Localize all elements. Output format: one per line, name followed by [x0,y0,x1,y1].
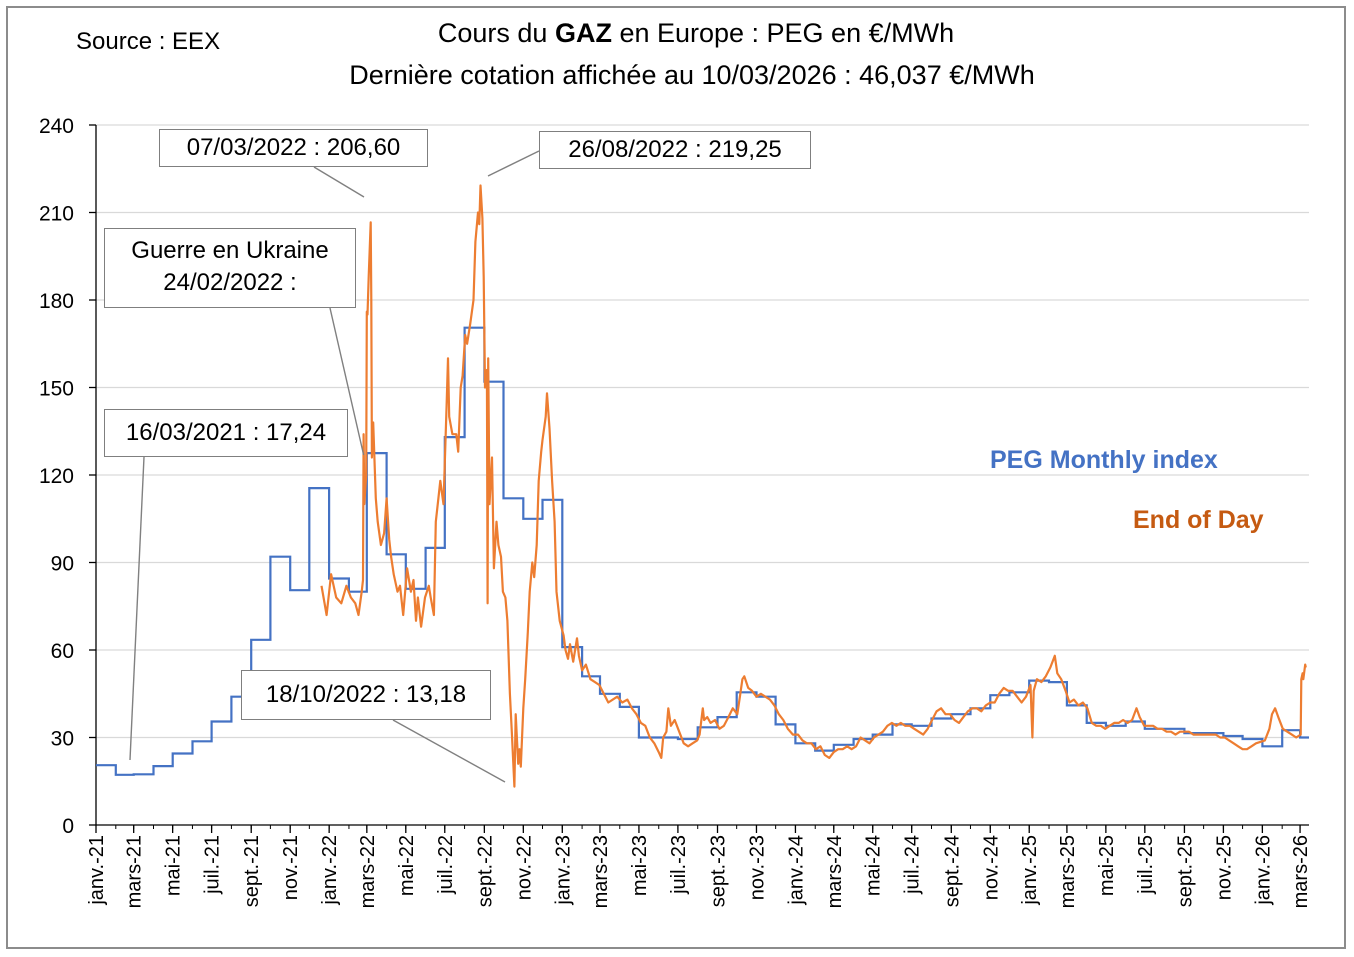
annotation-ukraine-war: Guerre en Ukraine 24/02/2022 : [104,228,356,308]
annotation-ukraine-line1: Guerre en Ukraine [131,237,329,264]
x-tick-label: sept.-24 [941,835,963,907]
y-tick-label: 30 [51,728,74,751]
x-tick-label: sept.-22 [474,835,496,907]
x-tick-label: juil.-25 [1135,835,1157,895]
annotation-march-2021: 16/03/2021 : 17,24 [104,409,348,457]
x-tick-label: nov.-24 [980,835,1002,900]
legend-monthly: PEG Monthly index [990,446,1218,474]
title-suffix: en Europe : PEG en €/MWh [611,18,955,48]
annotation-october-2022: 18/10/2022 : 13,18 [241,670,491,720]
y-axis: 0 30 60 90 120 150 180 210 240 [39,115,97,838]
x-tick-label: juil.-21 [202,835,224,895]
x-tick-label: nov.-23 [746,835,768,900]
annotation-leader [313,166,365,198]
y-tick-label: 120 [39,465,74,488]
chart-title: Cours du GAZ en Europe : PEG en €/MWh [0,18,1354,49]
annotation-peak-august-2022: 26/08/2022 : 219,25 [539,131,811,169]
annotation-leader [329,307,365,456]
x-tick-label: nov.-21 [280,835,302,900]
y-tick-label: 60 [51,640,74,663]
annotation-peak-march-2022: 07/03/2022 : 206,60 [159,129,428,167]
x-tick-label: mai-25 [1096,835,1118,896]
x-tick-label: mai-24 [863,835,885,896]
x-tick-label: mars-23 [590,835,612,908]
x-tick-label: janv.-25 [1019,835,1041,906]
x-tick-label: janv.-23 [552,835,574,906]
y-tick-label: 210 [39,203,74,226]
annotation-leader [392,719,506,783]
annotation-leader [487,150,540,177]
x-tick-label: janv.-21 [86,835,108,906]
y-tick-label: 150 [39,378,74,401]
x-tick-label: janv.-26 [1252,835,1274,906]
y-tick-label: 240 [39,115,74,138]
x-tick-label: mai-21 [163,835,185,896]
annotation-ukraine-line2: 24/02/2022 : [163,269,297,296]
x-tick-label: mars-21 [124,835,146,908]
y-tick-label: 180 [39,290,74,313]
x-tick-label: sept.-21 [241,835,263,907]
x-tick-label: juil.-24 [902,835,924,895]
x-tick-label: mai-23 [629,835,651,896]
title-bold: GAZ [554,18,612,48]
source-label: Source : EEX [76,28,221,55]
x-tick-label: nov.-22 [513,835,535,900]
annotation-leaders [129,150,540,783]
x-tick-label: sept.-23 [708,835,730,907]
x-tick-label: mars-24 [824,835,846,908]
series-monthly-line [96,326,1309,776]
x-tick-label: mars-25 [1057,835,1079,908]
x-tick-label: mars-22 [357,835,379,908]
chart-subtitle: Dernière cotation affichée au 10/03/2026… [349,60,1035,90]
legend-daily: End of Day [1133,506,1264,534]
series-group [96,184,1309,788]
annotation-leader [129,456,145,761]
x-axis: janv.-21 mars-21 mai-21 juil.-21 sept.-21 nov… [86,824,1312,908]
x-tick-label: juil.-22 [435,835,457,895]
x-tick-label: janv.-24 [785,835,807,906]
x-tick-label: mars-26 [1290,835,1312,908]
y-tick-label: 0 [62,815,74,838]
y-tick-label: 90 [51,553,74,576]
x-tick-label: mai-22 [396,835,418,896]
x-tick-label: nov.-25 [1213,835,1235,900]
title-prefix: Cours du [437,18,555,48]
series-daily-line [320,184,1307,788]
x-tick-label: juil.-23 [668,835,690,895]
x-tick-label: janv.-22 [319,835,341,906]
x-tick-label: sept.-25 [1174,835,1196,907]
